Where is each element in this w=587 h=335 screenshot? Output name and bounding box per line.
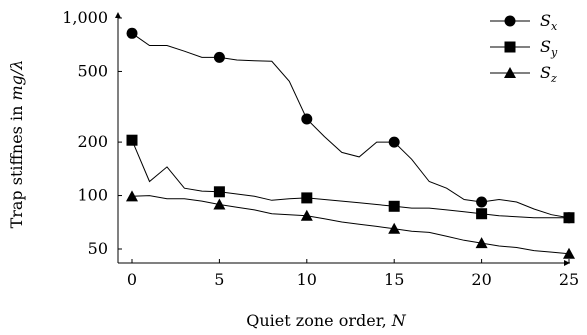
legend-item-x-marker	[504, 15, 516, 27]
series-x-point	[213, 51, 225, 63]
y-tick-label: 500	[77, 61, 108, 80]
series-z-point	[300, 209, 313, 221]
legend-item-z-marker	[504, 67, 516, 78]
series-z-point	[475, 237, 488, 249]
x-tick-label: 5	[214, 270, 224, 289]
series-x-point	[301, 113, 313, 125]
series-y-point	[563, 212, 575, 224]
y-axis-title: Trap stiffnes in mg/λ	[7, 60, 26, 229]
y-axis-arrow	[115, 12, 121, 18]
series-z-point	[126, 190, 138, 202]
series-y-point	[301, 192, 313, 204]
series-z-point	[388, 222, 401, 234]
x-axis-arrow	[564, 260, 570, 266]
legend-item-z-subscript: z	[550, 72, 557, 85]
y-tick-label: 100	[77, 186, 108, 205]
series-x-line	[131, 32, 570, 219]
legend-item-x-name: S	[540, 11, 551, 30]
y-tick-label: 200	[77, 132, 108, 151]
series-z-line	[131, 195, 570, 255]
series-y-point	[126, 134, 138, 146]
series-x-point	[126, 27, 138, 39]
x-axis-title-text: Quiet zone order,	[246, 311, 392, 330]
y-tick-label: 50	[88, 239, 108, 258]
series-z-point	[213, 198, 226, 210]
y-tick-label: 1,000	[62, 8, 108, 27]
legend-item-x-label: Sx	[540, 11, 558, 33]
legend-item-z-label: Sz	[540, 63, 557, 85]
x-axis-title: Quiet zone order, N	[246, 311, 407, 330]
series-z-point	[563, 247, 575, 259]
series-y-point	[388, 200, 400, 212]
series-y-point	[213, 186, 225, 198]
x-tick-label: 25	[559, 270, 579, 289]
series-y-line	[131, 140, 569, 219]
plot-area: 0 5 10 15 20 25 50 100 200 500 1,000	[62, 8, 579, 289]
y-axis-title-text: Trap stiffnes in	[7, 101, 26, 229]
legend-item-x-subscript: x	[551, 20, 558, 33]
series-x-point	[388, 136, 400, 148]
y-axis-title-unit: mg/λ	[7, 60, 26, 101]
series-y-point	[476, 208, 488, 220]
legend-item-y-subscript: y	[550, 46, 558, 59]
series-x-point	[476, 196, 488, 208]
legend-item-y-label: Sy	[540, 37, 558, 59]
x-tick-label: 20	[471, 270, 491, 289]
legend-item-z-name: S	[540, 63, 551, 82]
x-tick-label: 15	[384, 270, 404, 289]
x-tick-label: 0	[127, 270, 137, 289]
x-axis-title-var: N	[391, 311, 407, 330]
x-tick-label: 10	[297, 270, 317, 289]
legend-item-y-marker	[504, 41, 516, 53]
legend-item-y-name: S	[540, 37, 551, 56]
